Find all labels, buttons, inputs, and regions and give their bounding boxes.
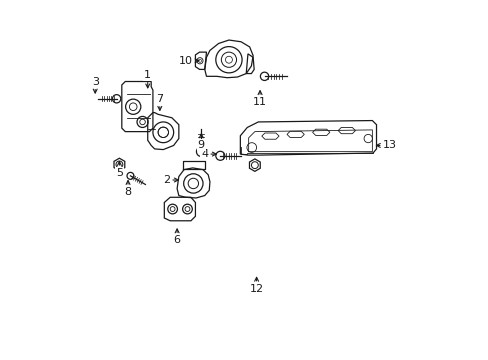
Text: 13: 13 [382,140,396,150]
Text: 9: 9 [197,140,204,150]
Text: 7: 7 [156,94,163,104]
Text: 2: 2 [163,175,170,185]
Text: 1: 1 [144,70,151,80]
Text: 3: 3 [92,77,99,87]
Text: 10: 10 [178,56,192,66]
Text: 8: 8 [124,187,131,197]
Text: 4: 4 [201,149,208,159]
Text: 11: 11 [252,97,266,107]
Text: 6: 6 [173,235,180,245]
Text: 12: 12 [249,284,263,294]
Text: 5: 5 [116,168,122,178]
